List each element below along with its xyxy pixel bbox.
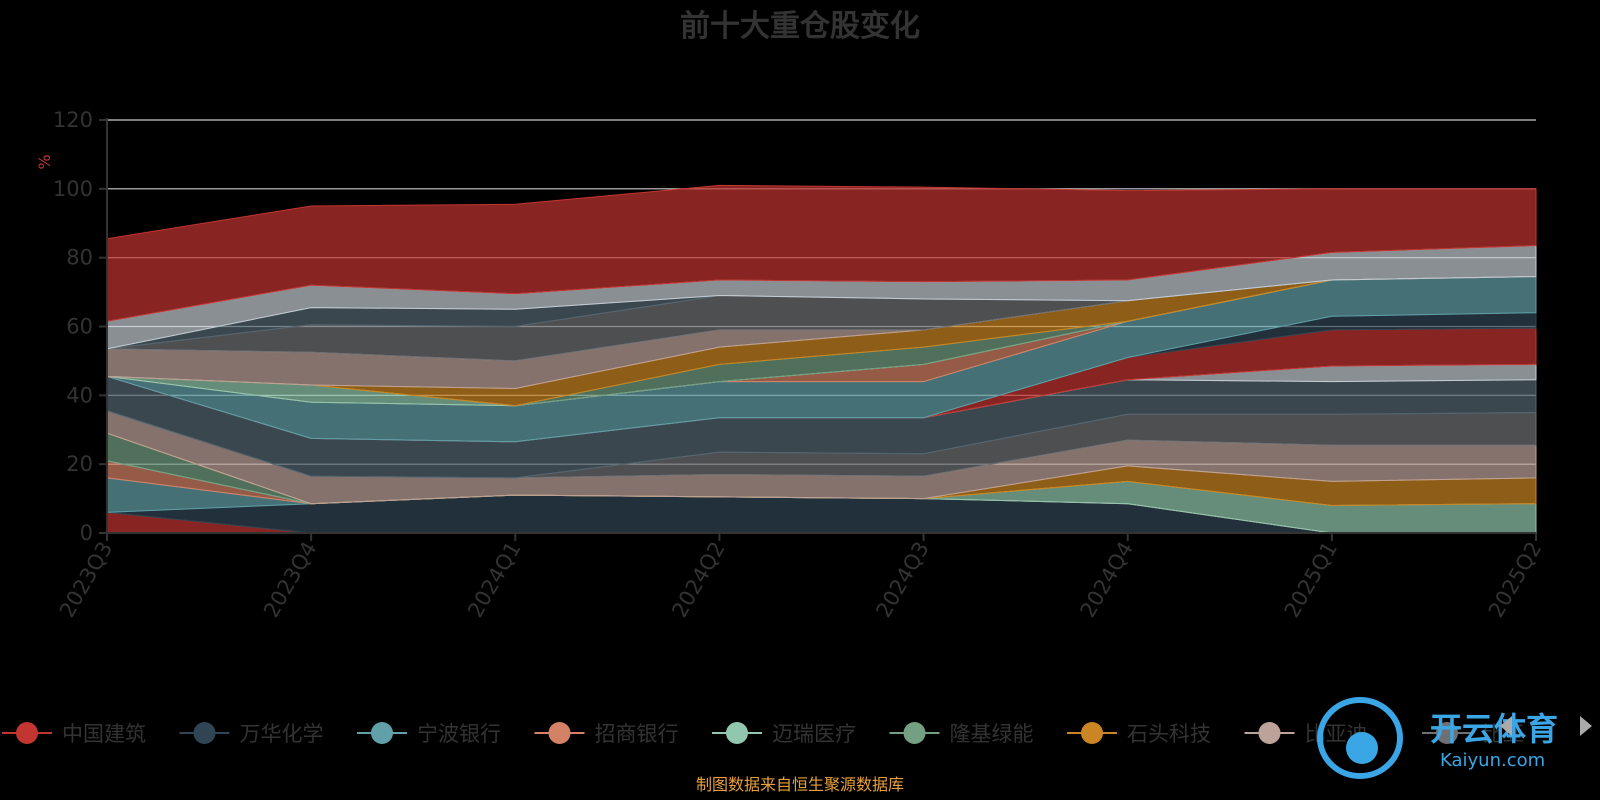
legend-marker-icon (1081, 722, 1103, 744)
legend-marker-icon (16, 722, 38, 744)
legend-label: 迈瑞医疗 (772, 722, 856, 746)
watermark-sub: Kaiyun.com (1440, 750, 1545, 771)
legend-prev-icon[interactable] (1500, 716, 1512, 736)
legend-marker-icon (1436, 722, 1458, 744)
legend-item[interactable]: 宁波银行 (357, 722, 501, 746)
legend-label: 宁波银行 (417, 722, 501, 746)
legend-item[interactable]: 中国建筑 (2, 722, 146, 746)
x-tick-label: 2023Q4 (259, 538, 321, 622)
watermark-brand: 开云体育 (1430, 710, 1558, 748)
y-tick-label: 0 (80, 521, 93, 545)
y-tick-label: 40 (66, 383, 93, 407)
x-tick-label: 2025Q1 (1280, 538, 1342, 622)
legend-item[interactable]: 隆基绿能 (889, 722, 1034, 746)
y-tick-label: 60 (66, 315, 93, 339)
legend-label: 石头科技 (1127, 722, 1211, 746)
y-tick-labels: 0 20 40 60 80 100 120 (53, 108, 93, 545)
legend-marker-icon (903, 722, 926, 744)
watermark-logo: 开云体育 Kaiyun.com (1317, 697, 1558, 779)
y-tick-label: 120 (53, 108, 93, 132)
legend-label: 招商银行 (595, 722, 679, 746)
y-tick-label: 80 (66, 246, 93, 270)
legend-marker-icon (726, 722, 748, 744)
legend-item[interactable]: 万华化学 (179, 722, 324, 746)
x-tick-label: 2023Q3 (55, 538, 117, 622)
legend-marker-icon (548, 722, 571, 744)
chart-title: 前十大重仓股变化 (680, 9, 920, 44)
y-tick-label: 100 (53, 177, 93, 201)
legend-marker-icon (193, 722, 216, 744)
y-tick-label: 20 (66, 452, 93, 476)
legend-label: 隆基绿能 (950, 722, 1034, 746)
legend: 中国建筑 万华化学 宁波银行 招商银行 迈瑞医疗 隆基绿能 石头科技 比亚迪 比亚 (2, 722, 1524, 746)
area-series (106, 184, 1537, 534)
x-tick-labels: 2023Q3 2023Q4 2024Q1 2024Q2 2024Q3 2024Q4 2025… (55, 538, 1546, 622)
legend-item[interactable]: 迈瑞医疗 (712, 722, 856, 746)
axes (99, 118, 1537, 541)
legend-item[interactable]: 招商银行 (534, 722, 679, 746)
x-tick-label: 2024Q1 (463, 538, 525, 622)
legend-item[interactable]: 石头科技 (1067, 722, 1211, 746)
legend-pager[interactable] (1500, 716, 1592, 736)
source-note: 制图数据来自恒生聚源数据库 (696, 775, 904, 794)
watermark-ball-core (1346, 732, 1378, 764)
x-tick-label: 2025Q2 (1484, 538, 1546, 622)
x-tick-label: 2024Q4 (1076, 538, 1138, 622)
watermark-ball-icon (1317, 697, 1403, 779)
legend-marker-icon (371, 722, 393, 744)
area-23 (106, 184, 1537, 322)
legend-marker-icon (1258, 722, 1281, 744)
x-tick-label: 2024Q3 (871, 538, 933, 622)
legend-label: 万华化学 (240, 722, 324, 746)
legend-label: 中国建筑 (62, 722, 146, 746)
y-axis-unit: % (35, 154, 54, 169)
x-tick-label: 2024Q2 (667, 538, 729, 622)
legend-next-icon[interactable] (1580, 716, 1592, 736)
